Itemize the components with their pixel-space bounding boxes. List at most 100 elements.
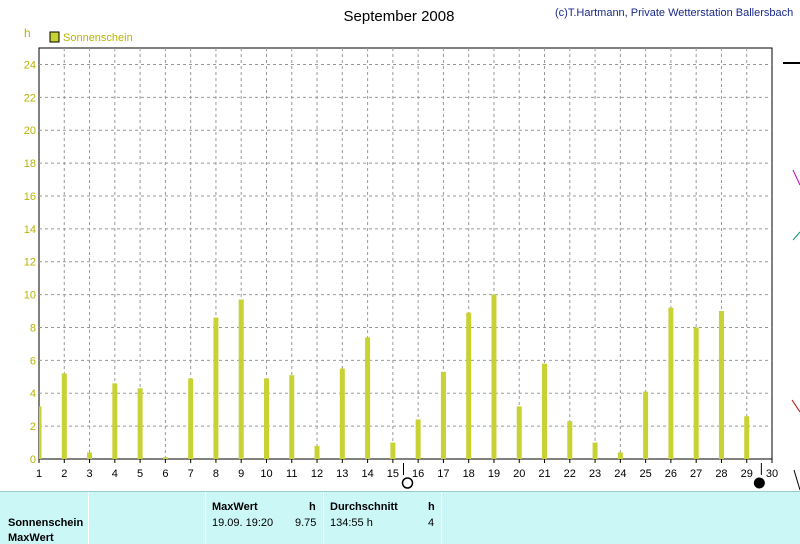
x-tick-label: 22 xyxy=(564,468,576,480)
x-tick-label: 3 xyxy=(86,468,92,480)
sunshine-bar xyxy=(415,419,421,459)
stats-divider xyxy=(441,492,442,544)
sunshine-bar xyxy=(668,307,674,459)
sunshine-bar xyxy=(112,383,118,459)
x-tick-label: 13 xyxy=(336,468,348,480)
max-unit: h xyxy=(309,501,316,513)
x-tick-label: 10 xyxy=(260,468,272,480)
y-tick-label: 16 xyxy=(24,191,36,203)
x-tick-label: 30 xyxy=(766,468,778,480)
x-tick-label: 24 xyxy=(614,468,626,480)
x-tick-label: 23 xyxy=(589,468,601,480)
y-tick-label: 22 xyxy=(24,92,36,104)
right-edge-decoration xyxy=(783,62,800,491)
x-tick-label: 25 xyxy=(639,468,651,480)
y-tick-label: 14 xyxy=(24,224,36,236)
y-tick-label: 12 xyxy=(24,257,36,269)
row-label-maxwert: MaxWert xyxy=(8,532,54,544)
stats-divider xyxy=(323,492,324,544)
x-tick-label: 20 xyxy=(513,468,525,480)
sunshine-bar xyxy=(314,445,320,459)
x-tick-label: 7 xyxy=(188,468,194,480)
sunshine-bar xyxy=(39,406,42,459)
y-tick-label: 10 xyxy=(24,290,36,302)
chart-title: September 2008 xyxy=(344,8,455,25)
sunshine-bar xyxy=(693,327,699,459)
x-tick-label: 9 xyxy=(238,468,244,480)
sunshine-bar xyxy=(617,452,623,459)
y-tick-label: 2 xyxy=(30,421,36,433)
x-tick-label: 21 xyxy=(538,468,550,480)
sunshine-bar xyxy=(643,391,649,459)
legend-swatch xyxy=(49,31,60,43)
x-ticks: 1 2 3 4 5 6 7 8 9 10 11 12 13 14 15 16 17 18 19 20 21 22 23 24 2… xyxy=(36,459,778,480)
x-tick-label: 27 xyxy=(690,468,702,480)
x-tick-label: 28 xyxy=(715,468,727,480)
max-header: MaxWert xyxy=(212,501,258,513)
station-credit: (c)T.Hartmann, Private Wetterstation Bal… xyxy=(555,7,793,19)
x-tick-label: 17 xyxy=(437,468,449,480)
sunshine-chart: September 2008 (c)T.Hartmann, Private We… xyxy=(24,7,800,491)
x-tick-label: 8 xyxy=(213,468,219,480)
x-tick-label: 14 xyxy=(361,468,373,480)
max-datetime: 19.09. 19:20 xyxy=(212,517,274,529)
sunshine-bar xyxy=(718,311,724,459)
avg-count: 4 xyxy=(428,517,435,529)
legend-label: Sonnenschein xyxy=(63,32,133,44)
y-tick-label: 6 xyxy=(30,355,36,367)
y-tick-label: 8 xyxy=(30,322,36,334)
sunshine-bar xyxy=(466,312,472,459)
open-circle-marker xyxy=(401,477,414,489)
avg-unit: h xyxy=(428,501,435,513)
avg-header: Durchschnitt xyxy=(330,501,398,513)
sunshine-bar xyxy=(188,378,194,459)
sunshine-bar xyxy=(137,388,143,459)
sunshine-bar xyxy=(87,452,93,459)
sunshine-bar xyxy=(263,378,269,459)
y-axis-unit: h xyxy=(24,26,31,40)
sunshine-bar xyxy=(213,317,219,459)
sunshine-bar xyxy=(592,442,598,459)
sunshine-bar xyxy=(339,368,345,459)
y-tick-label: 0 xyxy=(30,454,36,466)
plot-area xyxy=(38,47,773,460)
sunshine-bar xyxy=(162,457,168,459)
x-tick-label: 11 xyxy=(286,468,297,480)
sunshine-bar xyxy=(238,299,244,459)
x-tick-label: 26 xyxy=(665,468,677,480)
x-tick-label: 6 xyxy=(162,468,168,480)
y-tick-label: 20 xyxy=(24,125,36,137)
x-tick-label: 4 xyxy=(112,468,118,480)
markers xyxy=(401,463,765,489)
y-tick-label: 18 xyxy=(24,158,36,170)
sunshine-bar xyxy=(61,373,67,459)
sunshine-bar xyxy=(542,363,548,459)
filled-circle-marker xyxy=(753,477,765,489)
bars xyxy=(39,294,750,459)
sunshine-bar xyxy=(289,375,295,459)
x-tick-label: 5 xyxy=(137,468,143,480)
x-tick-label: 2 xyxy=(61,468,67,480)
x-tick-label: 12 xyxy=(311,468,323,480)
x-tick-label: 15 xyxy=(387,468,399,480)
row-label-sonnenschein: Sonnenschein xyxy=(8,517,84,529)
y-tick-label: 24 xyxy=(24,59,36,71)
sunshine-bar xyxy=(567,421,573,459)
stats-divider xyxy=(205,492,206,544)
x-tick-label: 16 xyxy=(412,468,424,480)
stats-panel: Sonnenschein MaxWert MaxWert h 19.09. 19… xyxy=(0,491,800,544)
stats-divider xyxy=(88,492,89,544)
avg-value: 134:55 h xyxy=(330,517,373,529)
sunshine-bar xyxy=(516,406,522,459)
x-tick-label: 29 xyxy=(741,468,753,480)
sunshine-bar xyxy=(744,416,750,459)
sunshine-bar xyxy=(491,294,497,459)
sunshine-bar xyxy=(440,371,446,459)
x-tick-label: 1 xyxy=(36,468,42,480)
x-tick-label: 19 xyxy=(488,468,500,480)
sunshine-bar xyxy=(390,442,396,459)
x-tick-label: 18 xyxy=(463,468,475,480)
y-tick-label: 4 xyxy=(30,388,36,400)
max-value: 9.75 xyxy=(295,517,317,529)
